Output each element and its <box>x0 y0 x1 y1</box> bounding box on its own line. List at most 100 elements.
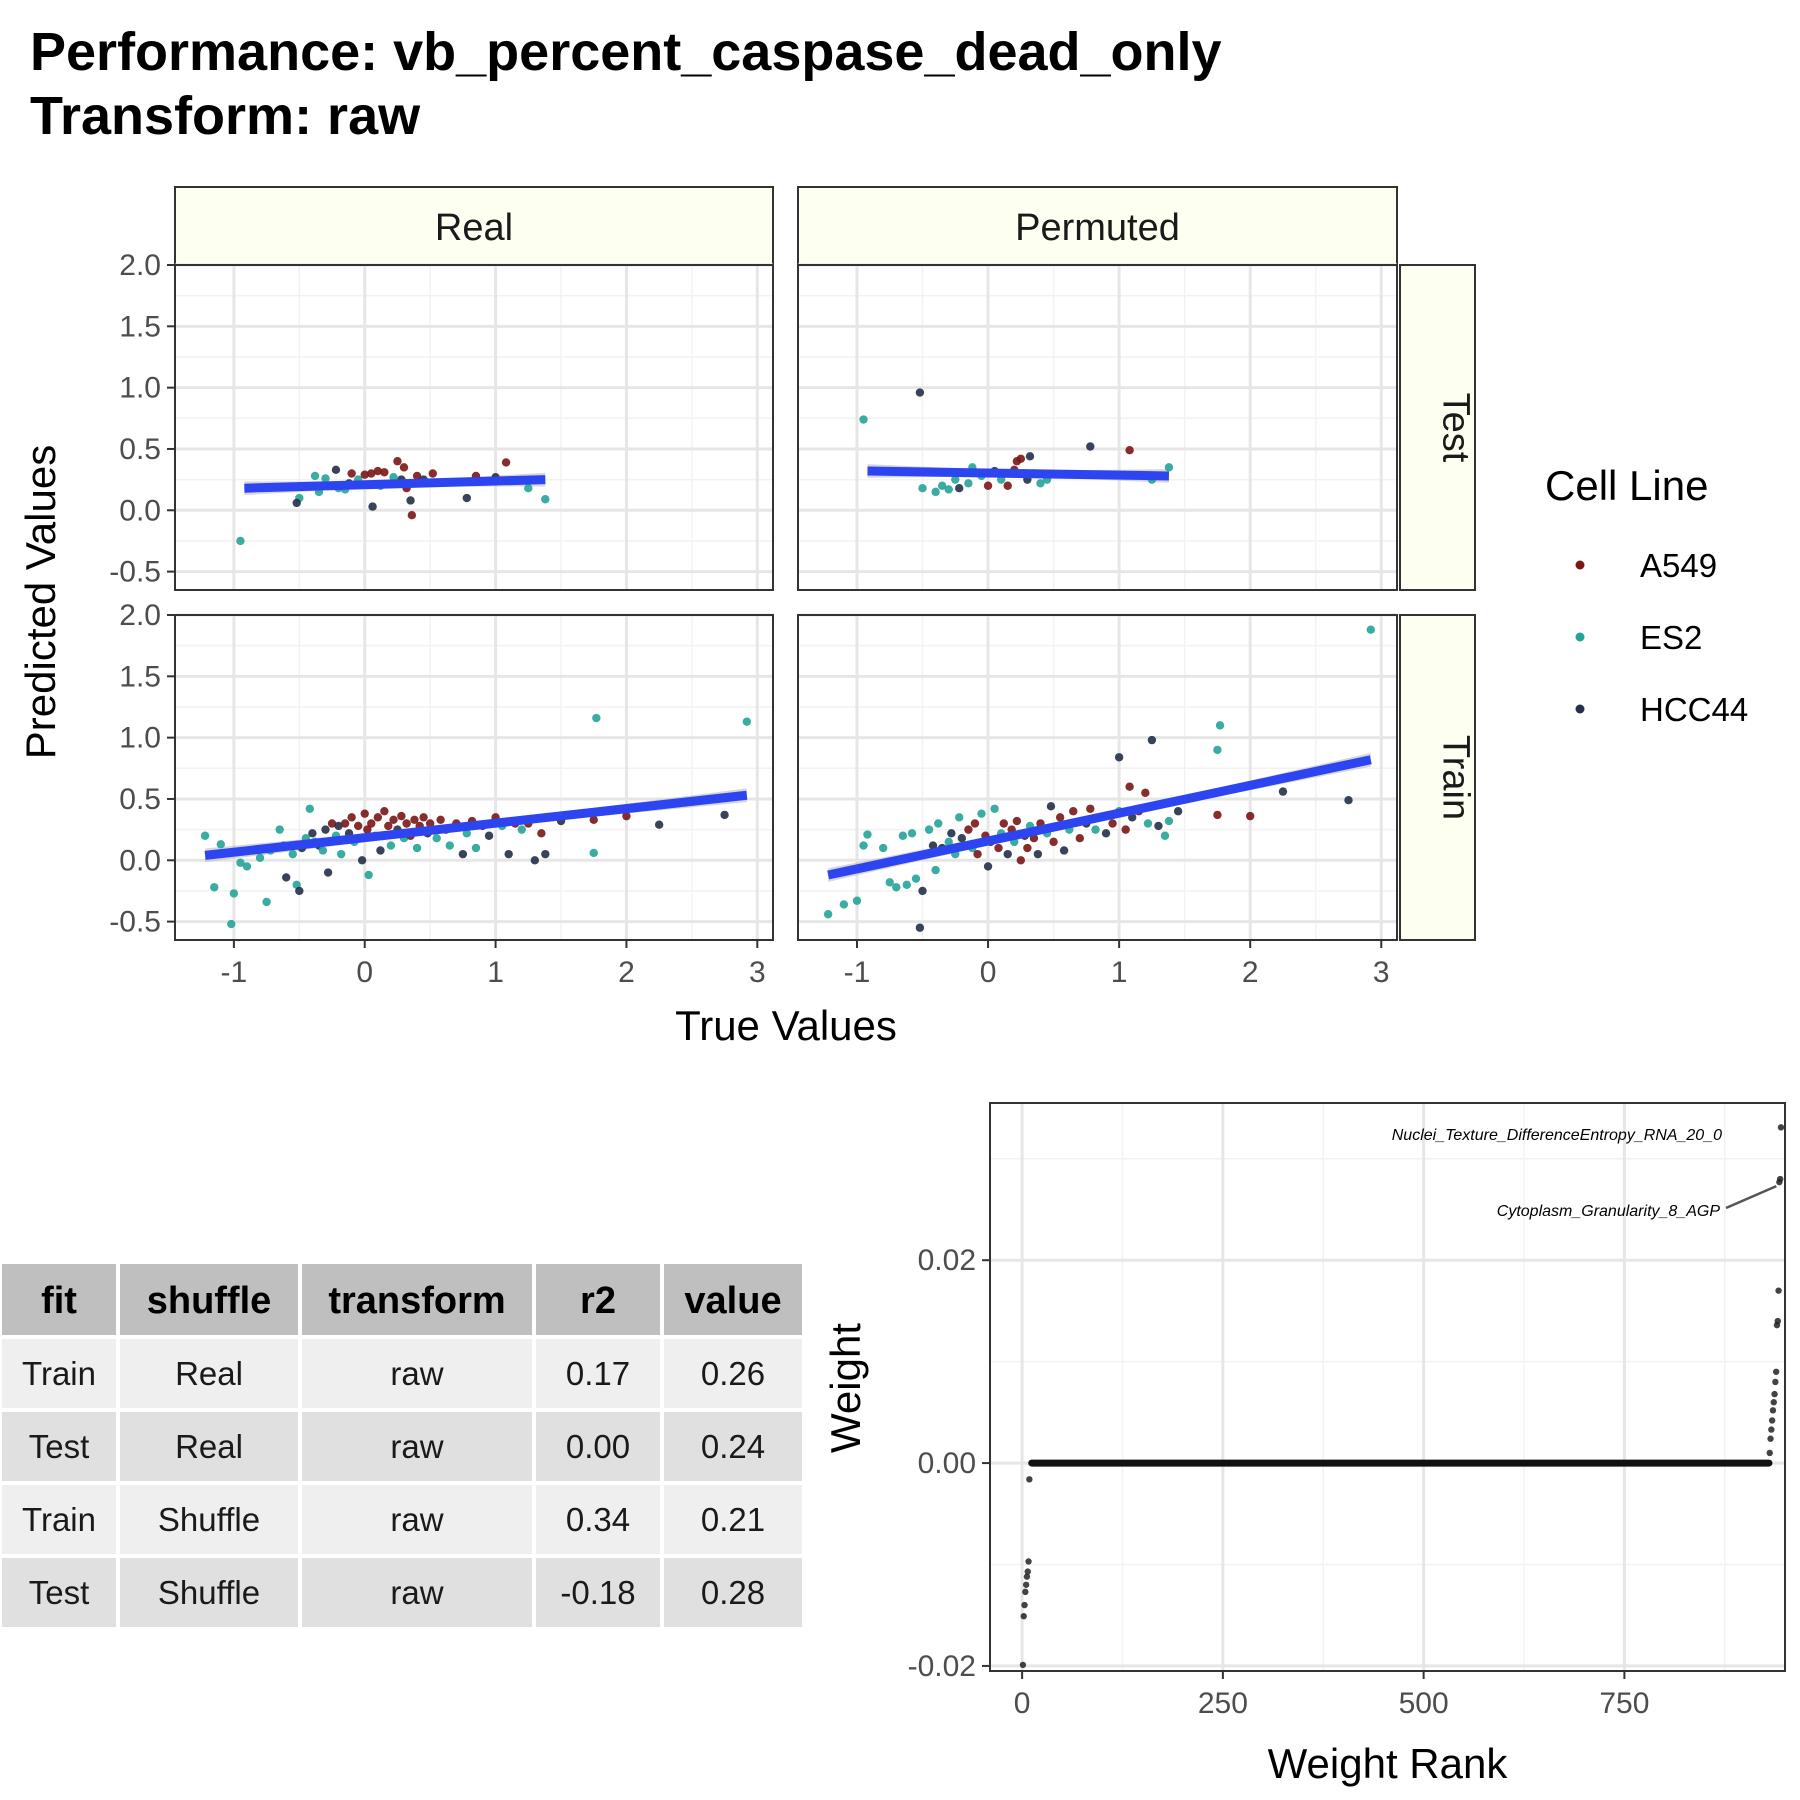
table-cell: Shuffle <box>158 1574 260 1611</box>
table-header-cell <box>660 1260 806 1339</box>
point-hcc44 <box>462 493 472 503</box>
point-a549 <box>1141 788 1150 798</box>
y-tick-label: 0.0 <box>119 494 161 527</box>
point-a549 <box>1016 454 1026 463</box>
point-hcc44 <box>928 841 938 850</box>
point-a549 <box>1108 819 1117 828</box>
point-a549 <box>1121 825 1130 834</box>
y-tick-label: 1.0 <box>119 372 161 405</box>
weight-point <box>1772 1378 1779 1386</box>
point-es2 <box>878 843 888 853</box>
strip-label-real: Real <box>435 207 513 249</box>
point-hcc44 <box>1101 829 1111 838</box>
point-hcc44 <box>357 856 367 865</box>
point-a549 <box>353 821 363 831</box>
table-cell: 0.28 <box>701 1574 765 1611</box>
table-cell-bg <box>660 1554 806 1631</box>
table-cell: raw <box>390 1355 443 1392</box>
point-es2 <box>229 889 239 898</box>
weight-point <box>1767 1435 1774 1442</box>
annotation-label-second: Cytoplasm_Granularity_8_AGP <box>1497 1203 1721 1220</box>
point-a549 <box>1125 782 1134 791</box>
x-tick-label: 2 <box>1242 956 1259 989</box>
point-es2 <box>990 804 999 813</box>
panel-background <box>175 615 773 940</box>
point-a549 <box>367 469 376 478</box>
y-tick-label: 2.0 <box>119 249 161 282</box>
table-cell: Test <box>29 1428 90 1465</box>
facet-scatter-chart: Real Permuted Test Train -0.5 0.0 0.5 1.0 1.5 2.0… <box>17 186 1476 1049</box>
point-es2 <box>445 841 454 850</box>
metrics-table: fit shuffle transform r2 value Train Real raw 0.… <box>0 1260 806 1631</box>
panel-real-test: -0.5 0.0 0.5 1.0 1.5 2.0 <box>109 249 774 591</box>
point-es2 <box>944 837 953 847</box>
table-cell: raw <box>390 1428 443 1465</box>
weight-point <box>1024 1568 1031 1575</box>
point-a549 <box>622 811 631 821</box>
point-es2 <box>592 713 601 723</box>
legend-label-hcc44: HCC44 <box>1640 691 1748 728</box>
y-tick-label: 2.0 <box>119 599 161 632</box>
table-header-r2: r2 <box>580 1280 616 1322</box>
point-es2 <box>1036 479 1045 488</box>
point-es2 <box>885 878 894 887</box>
table-cell-bg <box>660 1481 806 1558</box>
weight-point <box>1022 1588 1029 1596</box>
weight-panel-background <box>990 1103 1785 1671</box>
y-axis-title: Weight <box>822 1323 869 1453</box>
table-cell-bg <box>116 1554 302 1631</box>
weight-point <box>1019 1661 1027 1669</box>
point-hcc44 <box>504 849 513 859</box>
weight-point <box>1020 1613 1027 1620</box>
table-cell: 0.34 <box>566 1501 630 1538</box>
x-tick-label: 1 <box>1111 956 1128 989</box>
point-es2 <box>305 804 314 813</box>
strip-row-train <box>1399 614 1476 941</box>
panel-border <box>174 264 774 591</box>
point-a549 <box>589 815 598 825</box>
table-cell: 0.21 <box>701 1501 765 1538</box>
point-a549 <box>1125 445 1134 455</box>
point-hcc44 <box>530 856 540 865</box>
point-a549 <box>537 829 546 838</box>
point-hcc44 <box>1147 735 1157 745</box>
x-tick-label: 3 <box>1373 956 1390 989</box>
y-axis-title: Predicted Values <box>17 445 64 759</box>
point-es2 <box>275 825 284 834</box>
point-hcc44 <box>406 496 415 505</box>
weight-point <box>1772 1368 1780 1375</box>
point-a549 <box>410 815 419 825</box>
point-hcc44 <box>1154 821 1163 831</box>
weight-point <box>1022 1581 1030 1588</box>
strip-label-test: Test <box>1434 393 1476 463</box>
panel-real-train: -0.5 0.0 0.5 1.0 1.5 2.0 -1 0 1 2 3 <box>109 599 774 989</box>
table-cell-bg <box>298 1335 536 1412</box>
point-a549 <box>1213 810 1222 820</box>
point-es2 <box>589 848 598 858</box>
point-hcc44 <box>654 820 664 829</box>
y-tick-label: 0.0 <box>119 844 161 877</box>
weight-point <box>1025 1558 1032 1565</box>
point-hcc44 <box>1003 849 1012 859</box>
point-a549 <box>1055 813 1065 822</box>
point-a549 <box>399 463 409 472</box>
y-tick-label: 1.5 <box>119 310 161 343</box>
point-es2 <box>1366 625 1375 634</box>
panel-background <box>175 265 773 590</box>
point-es2 <box>918 484 927 493</box>
point-a549 <box>1049 837 1058 847</box>
point-hcc44 <box>321 825 330 834</box>
point-es2 <box>389 472 398 482</box>
point-es2 <box>524 484 533 493</box>
x-tick-label: 250 <box>1198 1687 1248 1720</box>
annotation-label-top: Nuclei_Texture_DifferenceEntropy_RNA_20_… <box>1392 1127 1722 1144</box>
point-es2 <box>977 809 986 818</box>
point-es2 <box>242 862 252 871</box>
point-es2 <box>1215 721 1225 730</box>
point-hcc44 <box>484 831 494 840</box>
point-es2 <box>364 870 373 880</box>
y-tick-label: -0.02 <box>908 1650 976 1683</box>
strip-col-permuted <box>797 186 1398 266</box>
table-cell: raw <box>390 1501 443 1538</box>
